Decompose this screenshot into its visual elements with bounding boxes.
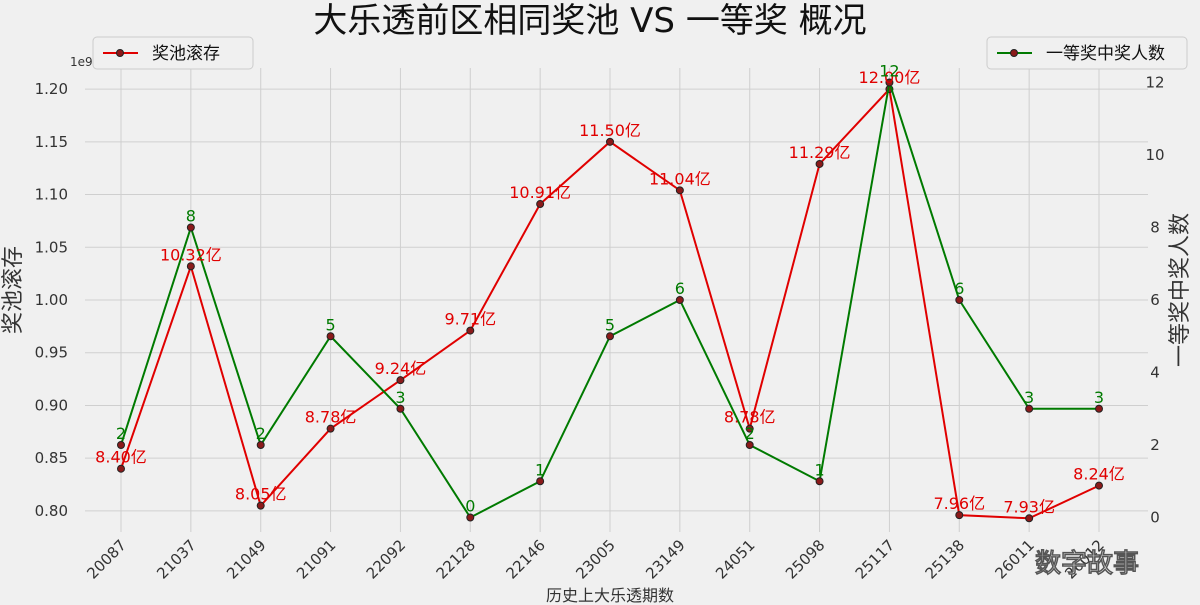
y-tick-label-left: 0.85 [35,449,68,467]
pool-data-label: 11.04亿 [649,169,711,188]
winners-point [186,223,195,232]
pool-point [1095,481,1103,490]
y-tick-label-right: 4 [1150,364,1160,382]
winners-data-label: 0 [465,497,475,516]
pool-point [1025,514,1034,523]
winners-point [1095,404,1103,413]
pool-point [186,262,195,271]
winners-data-label: 2 [745,424,755,443]
winners-point [117,441,125,449]
pool-data-label: 8.78亿 [724,408,776,427]
pool-data-label: 10.91亿 [509,183,571,202]
y-tick-label-left: 0.90 [35,396,68,414]
winners-data-label: 12 [879,62,899,81]
winners-point [675,296,684,304]
y-tick-label-right: 10 [1145,146,1164,164]
pool-point [396,376,405,385]
winners-point [606,332,614,341]
winners-data-label: 5 [325,315,335,334]
pool-data-label: 11.50亿 [579,121,641,140]
winners-point [396,404,405,413]
pool-data-label: 9.71亿 [444,310,496,329]
winners-data-label: 3 [1094,388,1104,407]
y-tick-label-left: 1.10 [35,186,68,204]
pool-point [606,137,614,146]
y-offset-text: 1e9 [70,55,93,69]
winners-data-label: 6 [675,279,685,298]
winners-data-label: 3 [1024,388,1034,407]
winners-point [815,477,824,486]
y-axis-label-left: 奖池滚存 [1,246,26,334]
pool-data-label: 11.29亿 [789,143,851,162]
y-tick-label-right: 0 [1150,509,1160,527]
pool-data-label: 8.78亿 [305,408,357,427]
pool-point [326,424,335,433]
legend-left: 奖池滚存 [92,36,254,70]
pool-data-label: 8.40亿 [95,448,147,467]
y-tick-label-right: 8 [1150,219,1160,237]
pool-data-label: 8.05亿 [235,485,287,504]
y-tick-label-left: 0.80 [35,502,68,520]
winners-data-label: 3 [395,388,405,407]
pool-point [117,464,125,473]
y-tick-label-left: 1.00 [35,291,68,309]
winners-point [885,78,894,87]
pool-data-label: 8.24亿 [1073,465,1125,484]
pool-data-label: 10.32亿 [160,245,222,264]
y-tick-label-right: 12 [1145,74,1164,92]
winners-point [466,513,475,522]
legend-right: 一等奖中奖人数 [986,36,1188,70]
x-axis-label: 历史上大乐透期数 [546,586,674,605]
pool-point [256,501,265,510]
winners-data-label: 1 [814,460,824,479]
winners-data-label: 6 [954,279,964,298]
pool-point [955,511,964,520]
pool-data-label: 7.93亿 [1003,497,1055,516]
winners-data-label: 1 [535,460,545,479]
winners-data-label: 2 [256,424,266,443]
legend-left-label: 奖池滚存 [152,44,220,64]
y-tick-label-left: 0.95 [35,344,68,362]
pool-point [815,159,824,168]
pool-point [745,424,754,433]
y-axis-label-right: 一等奖中奖人数 [1168,213,1193,367]
pool-data-label: 12.00亿 [859,68,921,87]
chart-title: 大乐透前区相同奖池 VS 一等奖 概况 [313,1,866,41]
winners-point [326,332,335,341]
pool-data-label: 9.24亿 [375,359,427,378]
pool-point [675,186,684,195]
pool-data-label: 7.96亿 [933,494,985,513]
y-tick-label-left: 1.20 [35,80,68,98]
y-tick-label-right: 2 [1150,436,1160,454]
pool-point [466,326,475,335]
winners-point [256,441,265,449]
legend-right-label: 一等奖中奖人数 [1046,44,1165,64]
watermark: 数字故事 [1035,548,1139,579]
winners-point [1025,404,1034,413]
winners-data-label: 8 [186,207,196,226]
pool-point [536,200,545,209]
winners-point [536,477,545,486]
winners-data-label: 5 [605,315,615,334]
winners-data-label: 2 [116,424,126,443]
winners-point [745,441,754,449]
y-tick-label-left: 1.15 [35,133,68,151]
winners-point [955,296,964,304]
y-tick-label-right: 6 [1150,291,1160,309]
y-tick-label-left: 1.05 [35,238,68,256]
